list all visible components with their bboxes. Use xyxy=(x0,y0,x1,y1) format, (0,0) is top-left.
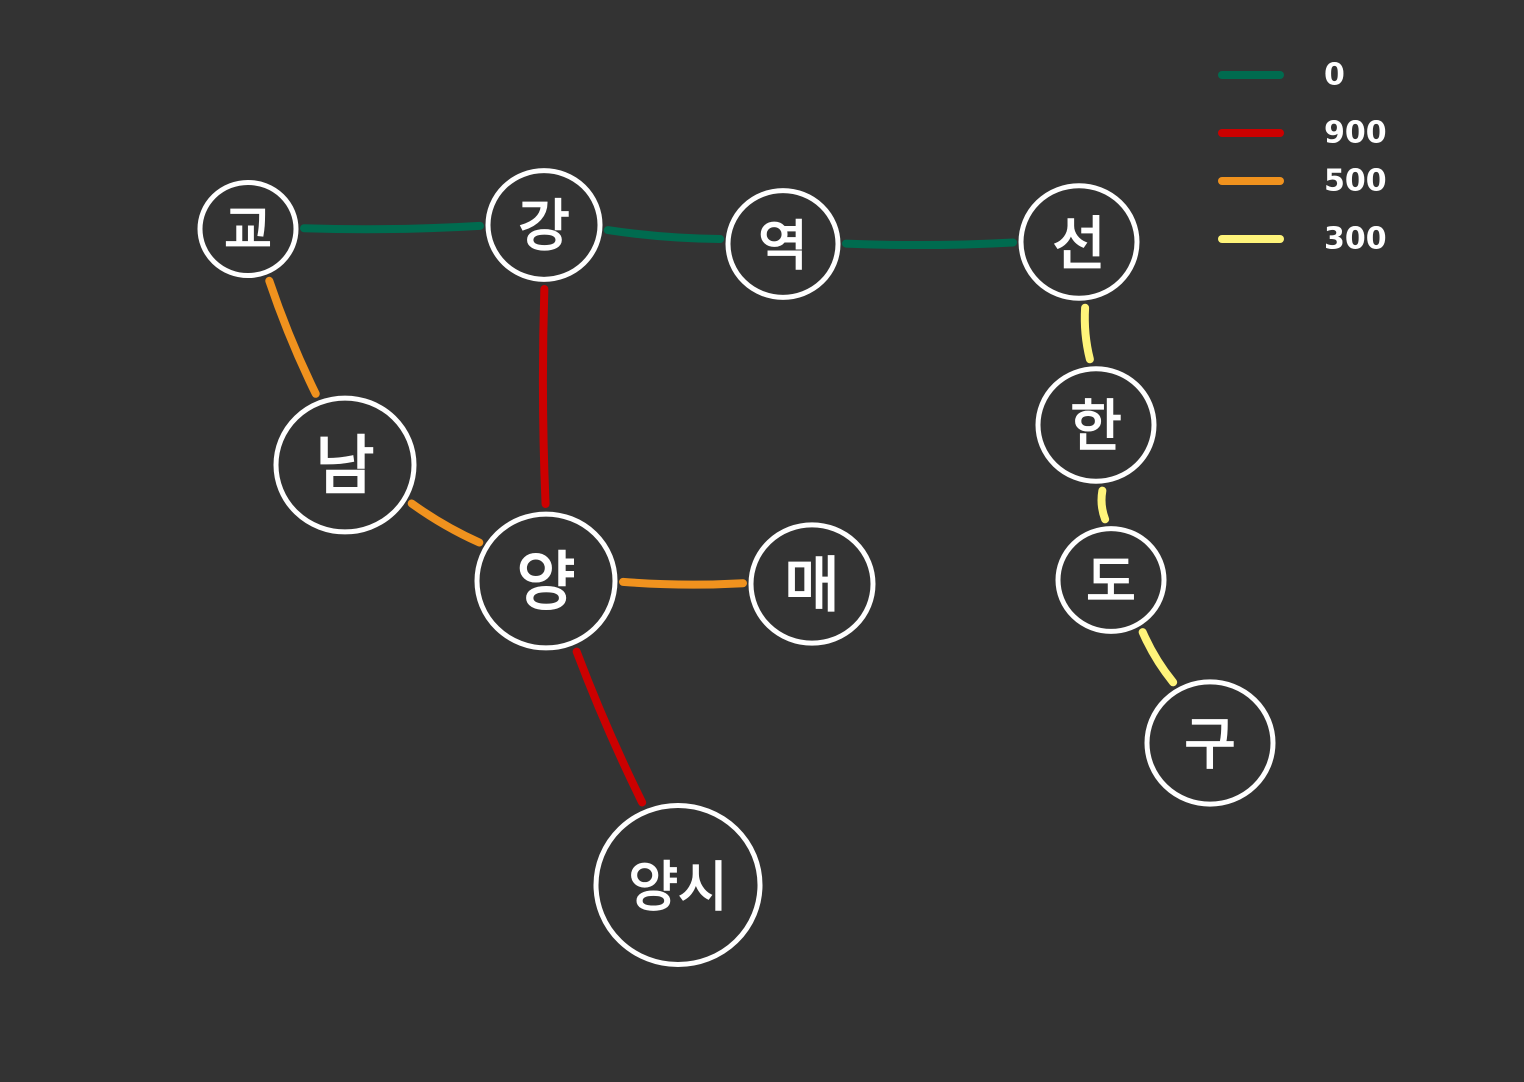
node-go: 교 xyxy=(197,179,299,279)
legend-item-0: 0 xyxy=(1218,58,1345,93)
node-mae: 매 xyxy=(748,522,876,646)
node-circle xyxy=(593,802,763,968)
node-yeok: 역 xyxy=(725,188,841,300)
edge-yeok-seon xyxy=(841,238,1017,250)
node-do: 도 xyxy=(1055,526,1167,634)
nodes-layer: 교 강 역 선남양 매양시 한도구 xyxy=(197,168,1276,968)
legend-item-300: 300 xyxy=(1218,222,1387,257)
edge-seon-han xyxy=(1080,303,1094,364)
node-label: 양 xyxy=(517,546,576,620)
node-han: 한 xyxy=(1035,366,1157,484)
node-circle xyxy=(725,188,841,300)
node-label: 양시 xyxy=(628,856,727,919)
node-gang: 강 xyxy=(485,168,603,282)
legend: 0 900 500 300 xyxy=(1218,58,1387,257)
node-nam: 남 xyxy=(273,395,417,535)
node-circle xyxy=(1144,679,1276,807)
edges-layer xyxy=(265,221,1178,807)
node-label: 도 xyxy=(1086,551,1136,614)
node-label: 역 xyxy=(758,215,808,278)
legend-label: 500 xyxy=(1324,164,1387,199)
node-label: 한 xyxy=(1070,395,1122,460)
edge-do-gu xyxy=(1138,628,1178,687)
node-circle xyxy=(1035,366,1157,484)
node-yang: 양 xyxy=(474,511,618,651)
edge-yang-yangsi xyxy=(572,647,647,807)
node-circle xyxy=(1055,526,1167,634)
edge-gang-yang xyxy=(538,284,550,509)
node-label: 매 xyxy=(784,551,839,621)
edge-gang-yeok xyxy=(603,226,725,244)
node-label: 선 xyxy=(1052,210,1105,278)
node-label: 강 xyxy=(518,195,570,260)
node-label: 교 xyxy=(224,201,272,261)
legend-label: 900 xyxy=(1324,116,1387,151)
node-yangsi: 양시 xyxy=(593,802,763,968)
node-gu: 구 xyxy=(1144,679,1276,807)
node-circle xyxy=(474,511,618,651)
edge-go-gang xyxy=(299,221,485,234)
node-circle xyxy=(273,395,417,535)
node-circle xyxy=(748,522,876,646)
edge-han-do xyxy=(1097,486,1110,524)
edge-yang-mae xyxy=(618,577,748,589)
node-seon: 선 xyxy=(1018,183,1140,301)
legend-item-900: 900 xyxy=(1218,116,1387,151)
node-label: 남 xyxy=(316,430,375,504)
edge-nam-yang xyxy=(407,499,484,547)
legend-label: 0 xyxy=(1324,58,1345,93)
node-label: 구 xyxy=(1184,713,1236,778)
edge-go-nam xyxy=(265,276,320,398)
legend-item-500: 500 xyxy=(1218,164,1387,199)
legend-label: 300 xyxy=(1324,222,1387,257)
node-circle xyxy=(1018,183,1140,301)
node-circle xyxy=(485,168,603,282)
node-circle xyxy=(197,179,299,279)
